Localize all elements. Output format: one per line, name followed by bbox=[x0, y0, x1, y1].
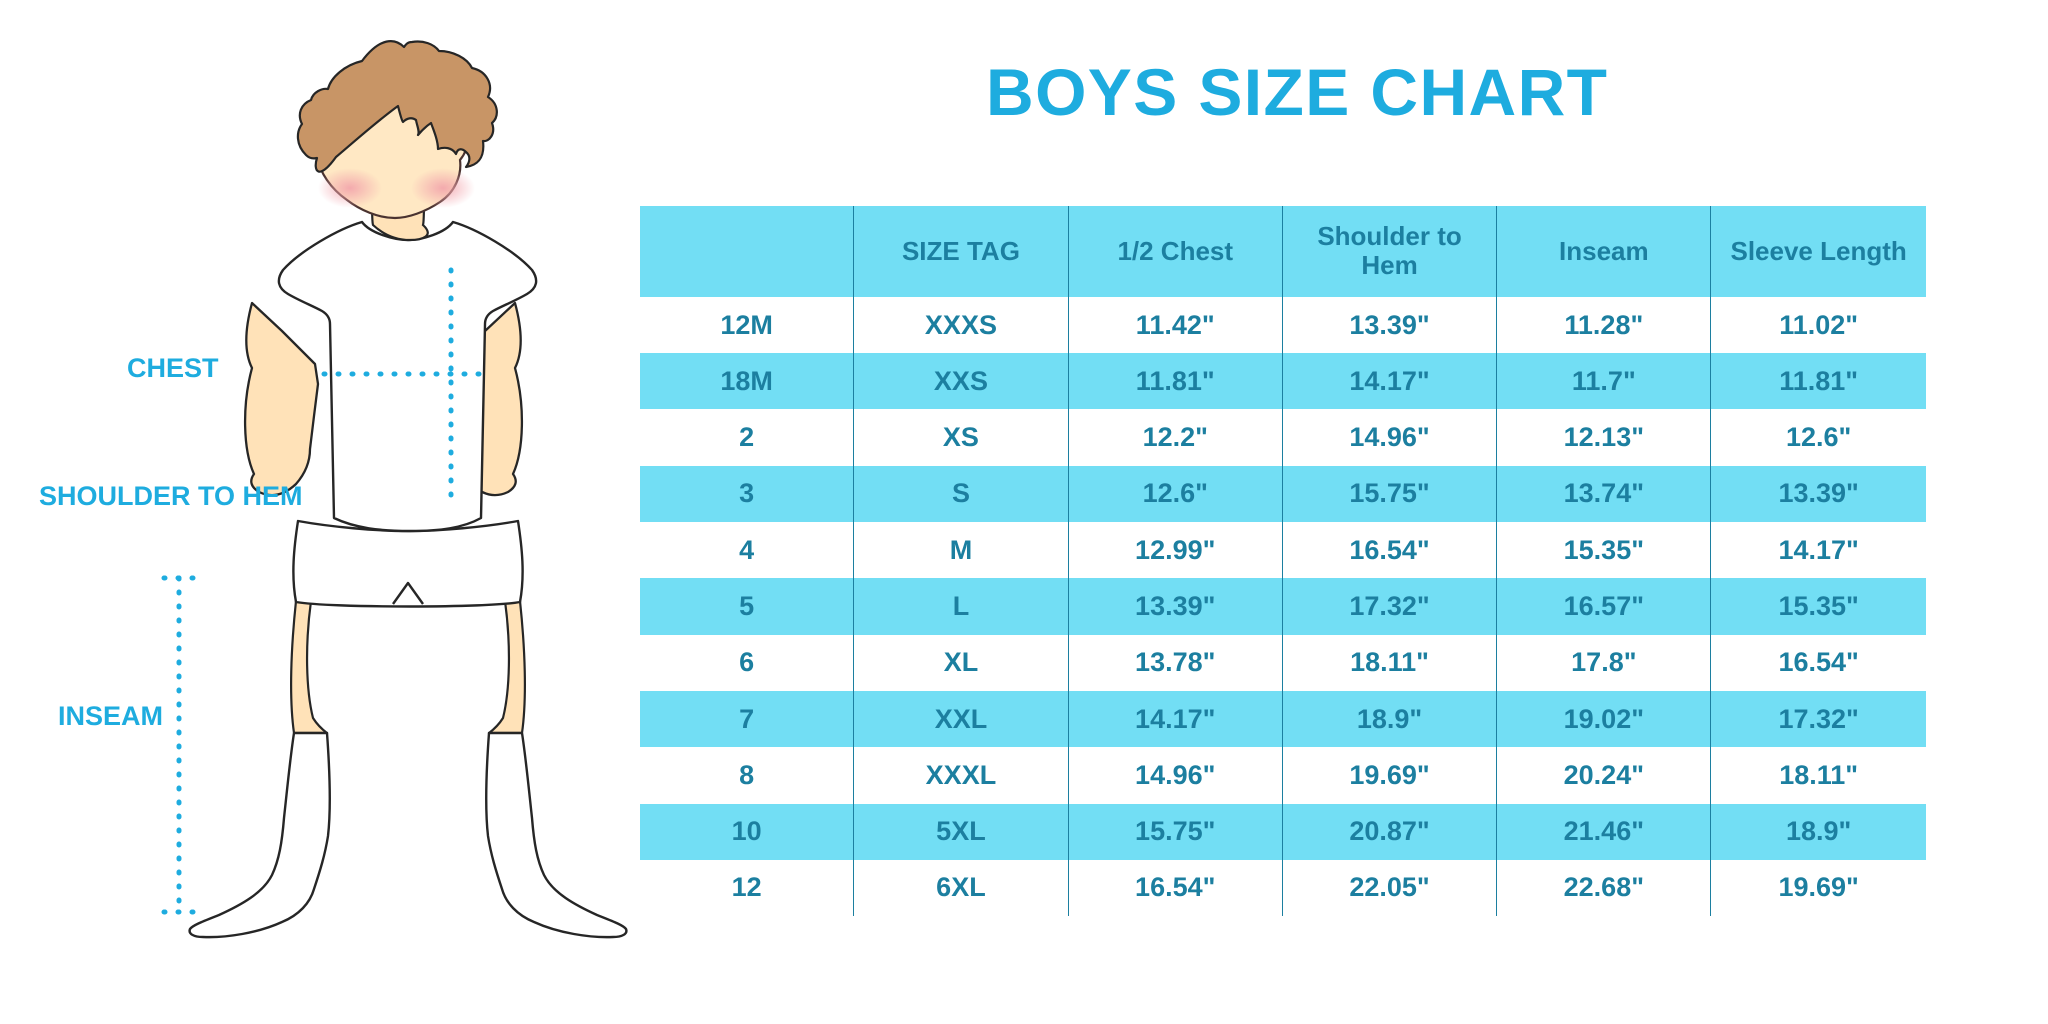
svg-text:CHEST: CHEST bbox=[127, 353, 219, 383]
svg-text:INSEAM: INSEAM bbox=[58, 701, 163, 731]
svg-text:SHOULDER TO HEM: SHOULDER TO HEM bbox=[39, 481, 303, 511]
